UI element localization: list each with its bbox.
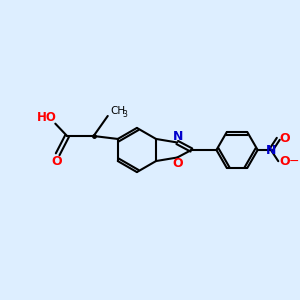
Text: 3: 3 (122, 110, 127, 119)
Text: O: O (52, 155, 62, 168)
Text: O: O (280, 155, 290, 168)
Text: CH: CH (110, 106, 125, 116)
Text: HO: HO (37, 111, 56, 124)
Text: O: O (172, 158, 183, 170)
Text: N: N (172, 130, 183, 142)
Text: O: O (280, 132, 290, 145)
Text: −: − (288, 155, 299, 168)
Text: N: N (266, 143, 276, 157)
